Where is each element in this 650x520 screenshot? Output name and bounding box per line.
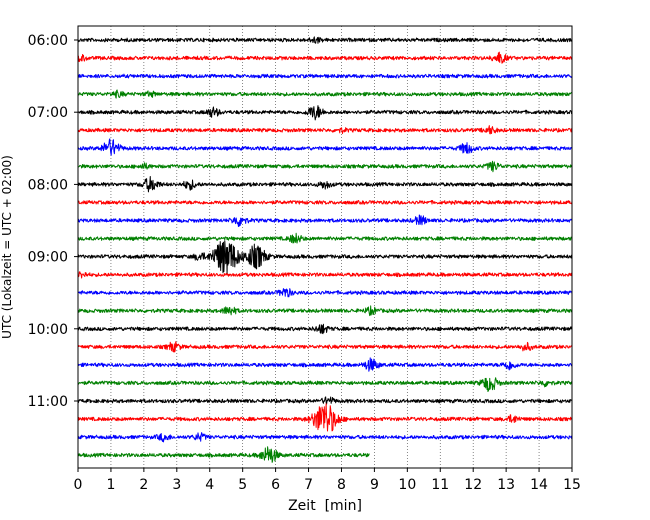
trace-0700 [78,105,572,121]
trace-0730 [78,138,572,156]
trace-0900 [78,240,572,274]
trace-0600 [78,36,572,44]
trace-1130 [78,432,572,443]
x-tick-label: 1 [106,477,115,493]
trace-0615 [78,51,572,64]
y-tick-label: 10:00 [28,322,68,338]
y-tick-label: 09:00 [28,250,68,266]
y-axis-label: UTC (Lokalzeit = UTC + 02:00) [0,155,14,339]
y-tick-label: 08:00 [28,177,68,193]
seismogram-traces [78,36,572,463]
trace-1000 [78,323,572,335]
x-tick-label: 13 [497,477,515,493]
plot-frame [77,25,573,469]
trace-0945 [78,305,572,317]
trace-1115 [78,403,572,432]
trace-0800 [78,175,572,193]
trace-0815 [78,199,572,205]
trace-0830 [78,214,572,228]
x-tick-label: 7 [304,477,313,493]
x-tick-label: 9 [370,477,379,493]
x-axis-label: Zeit [min] [288,498,362,514]
y-tick-label: 06:00 [28,33,68,49]
x-tick-label: 12 [464,477,482,493]
trace-0645 [78,89,572,99]
trace-1030 [78,357,572,372]
trace-0715 [78,125,572,135]
trace-1015 [78,341,572,353]
x-tick-label: 14 [530,477,548,493]
trace-0845 [78,232,572,244]
trace-1100 [78,396,572,405]
x-tick-label: 0 [74,477,83,493]
x-tick-label: 2 [139,477,148,493]
trace-0915 [78,271,572,279]
x-tick-label: 4 [205,477,214,493]
x-tick-label: 15 [563,477,581,493]
x-tick-label: 10 [398,477,416,493]
y-tick-label: 11:00 [28,394,68,410]
y-axis-ticks: 06:00 07:00 08:00 09:00 10:00 11:00 [28,33,78,410]
x-axis-ticks: 0 1 2 3 4 5 6 7 8 9 10 11 12 13 14 15 [74,468,581,493]
trace-0930 [78,288,572,298]
trace-0745 [78,160,572,173]
x-tick-label: 5 [238,477,247,493]
trace-1045 [78,377,572,392]
x-tick-label: 6 [271,477,280,493]
y-tick-label: 07:00 [28,105,68,121]
x-tick-label: 11 [431,477,449,493]
x-tick-label: 3 [172,477,181,493]
trace-1145 [78,446,370,463]
x-tick-label: 8 [337,477,346,493]
trace-0630 [78,73,572,79]
